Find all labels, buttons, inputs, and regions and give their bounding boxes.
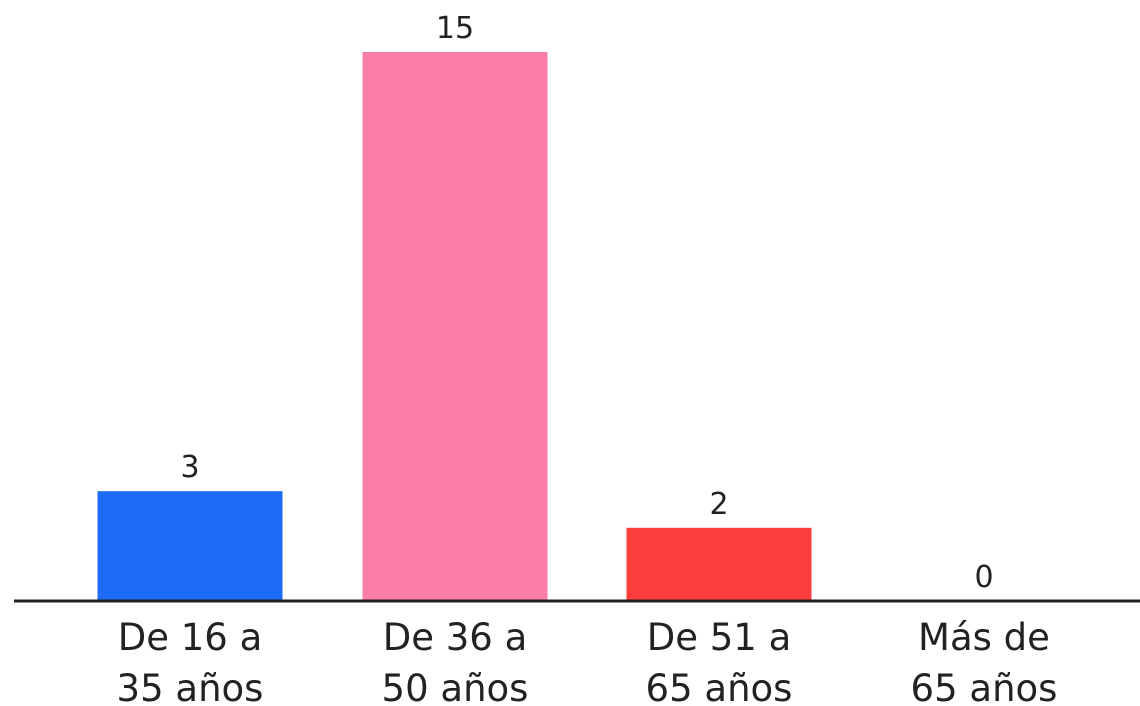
category-label-3-line-1: De 51 a	[647, 616, 792, 659]
value-label-4: 0	[974, 560, 993, 595]
bar-3	[626, 527, 812, 601]
category-label-1-line-2: 35 años	[117, 667, 264, 706]
value-label-3: 2	[709, 487, 728, 522]
category-label-4-line-1: Más de	[918, 616, 1050, 659]
category-label-1-line-1: De 16 a	[118, 616, 263, 659]
bars-group	[97, 52, 812, 601]
value-label-2: 15	[436, 11, 474, 46]
bar-2	[362, 52, 548, 601]
category-label-2-line-1: De 36 a	[383, 616, 528, 659]
value-label-1: 3	[180, 450, 199, 485]
value-labels-group: 3 15 2 0	[180, 11, 993, 595]
category-label-2-line-2: 50 años	[382, 667, 529, 706]
category-label-3-line-2: 65 años	[646, 667, 793, 706]
category-labels-group: De 16 a 35 años De 36 a 50 años De 51 a 65 añ…	[117, 616, 1058, 706]
category-label-4-line-2: 65 años	[911, 667, 1058, 706]
bar-1	[97, 491, 283, 601]
